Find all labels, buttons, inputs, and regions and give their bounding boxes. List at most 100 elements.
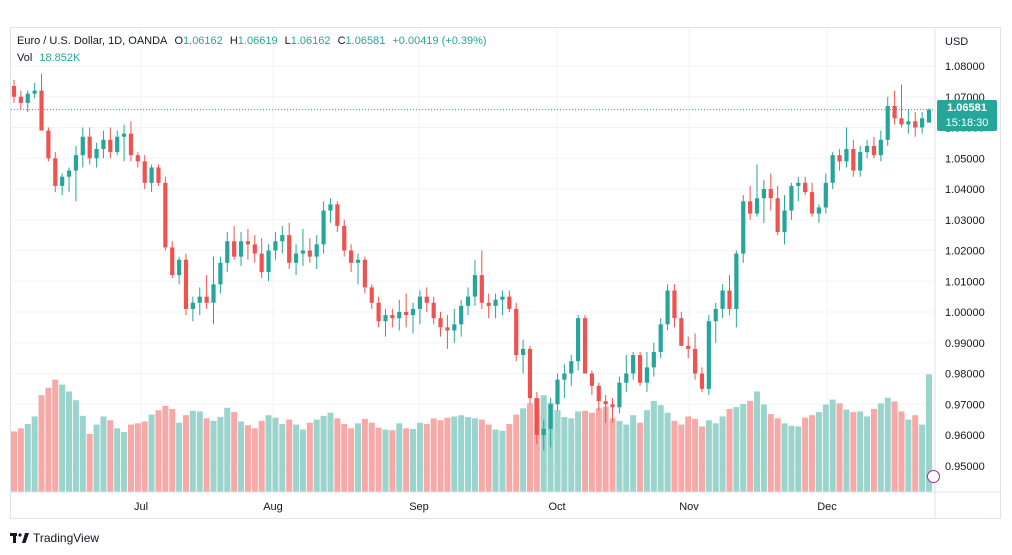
- volume-bar: [368, 422, 375, 492]
- volume-bar: [919, 424, 926, 492]
- candle-body: [472, 275, 478, 297]
- candle-body: [87, 136, 92, 159]
- last-price-value: 1.06581: [947, 102, 987, 114]
- candle-body: [11, 85, 17, 97]
- candle-body: [748, 201, 753, 214]
- price-tick-label: 1.05000: [945, 153, 985, 165]
- volume-bar: [127, 424, 134, 492]
- volume-bar: [492, 429, 499, 492]
- candle-body: [183, 259, 189, 309]
- candle-body: [307, 250, 312, 257]
- volume-bar: [815, 412, 822, 492]
- volume-bar: [698, 426, 705, 492]
- candle-body: [768, 189, 773, 199]
- volume-bar: [905, 419, 912, 492]
- candle-body: [225, 241, 230, 263]
- volume-bar: [451, 416, 458, 492]
- candle-body: [823, 182, 828, 208]
- candle: [211, 256, 216, 325]
- legend-change: +0.00419 (+0.39%): [392, 35, 487, 47]
- candle-body: [713, 308, 718, 322]
- price-tick-label: 1.02000: [945, 246, 985, 258]
- candle: [177, 256, 182, 285]
- candle: [46, 127, 51, 162]
- time-tick-label: Jul: [134, 501, 148, 513]
- volume-bar: [843, 409, 850, 492]
- volume-bar: [403, 428, 410, 492]
- volume-bar: [286, 419, 293, 492]
- candle-body: [60, 176, 65, 186]
- volume-bar: [176, 422, 183, 492]
- candle: [80, 127, 85, 168]
- volume-bar: [182, 415, 189, 492]
- volume-bar: [609, 418, 616, 492]
- volume-bar: [678, 424, 685, 492]
- volume-bar: [719, 416, 726, 492]
- candle-body: [562, 373, 567, 380]
- chart-frame[interactable]: [10, 27, 1001, 519]
- candle: [321, 201, 326, 254]
- candle: [761, 179, 766, 223]
- candle: [121, 124, 127, 162]
- candles: [11, 73, 932, 451]
- candle: [576, 315, 581, 371]
- volume-bar: [162, 405, 169, 492]
- candle-body: [493, 299, 498, 306]
- volume-bar: [217, 417, 224, 492]
- candle: [727, 275, 732, 316]
- candle-body: [741, 201, 746, 254]
- candle: [459, 299, 464, 337]
- candle-body: [658, 324, 663, 352]
- candle: [789, 182, 794, 220]
- candle: [493, 293, 498, 319]
- candle: [582, 315, 588, 374]
- footer-brand[interactable]: TradingView: [33, 531, 100, 545]
- volume-bar: [231, 412, 238, 492]
- candle: [651, 342, 656, 377]
- candle: [507, 290, 512, 312]
- candle-body: [232, 241, 237, 257]
- legend-vol-label[interactable]: Vol: [17, 52, 33, 64]
- candle-body: [431, 302, 436, 319]
- legend-symbol[interactable]: Euro / U.S. Dollar, 1D, OANDA: [17, 35, 168, 47]
- candle: [734, 250, 739, 328]
- candle: [101, 130, 106, 159]
- time-tick-label: Sep: [409, 501, 429, 513]
- candle-body: [73, 155, 79, 171]
- volume-bar: [251, 428, 258, 492]
- candle-body: [259, 253, 264, 273]
- candle: [864, 139, 870, 159]
- volume-bar: [327, 412, 334, 492]
- volume-bar: [52, 379, 59, 492]
- price-tick-label: 1.04000: [945, 184, 985, 196]
- volume-bar: [520, 408, 527, 492]
- candle: [128, 121, 134, 162]
- candle-body: [245, 241, 251, 245]
- candle-body: [94, 149, 99, 159]
- candle: [926, 108, 932, 123]
- candle-body: [782, 210, 787, 233]
- scale-settings-icon[interactable]: [927, 470, 940, 483]
- candle-body: [837, 155, 842, 162]
- volume-bar: [643, 410, 650, 492]
- tradingview-logo-icon[interactable]: [10, 532, 29, 544]
- candle: [417, 290, 423, 325]
- candle: [679, 312, 684, 346]
- candle-body: [706, 321, 711, 389]
- legend-low-label: L: [284, 35, 291, 47]
- price-tick-label: 1.01000: [945, 276, 985, 288]
- volume-bar: [788, 425, 795, 492]
- volume-bar: [72, 400, 79, 492]
- volume-bar: [809, 415, 816, 492]
- candle: [837, 149, 842, 171]
- volume-bar: [444, 417, 451, 492]
- candle: [11, 79, 17, 103]
- volume-bar: [272, 417, 279, 492]
- candle-body: [555, 379, 560, 405]
- candle-body: [204, 296, 209, 303]
- price-axis-ticks: 1.080001.070001.060001.050001.040001.030…: [945, 61, 985, 473]
- candle-body: [851, 149, 856, 171]
- candle: [486, 293, 491, 319]
- volume-bar: [588, 412, 595, 492]
